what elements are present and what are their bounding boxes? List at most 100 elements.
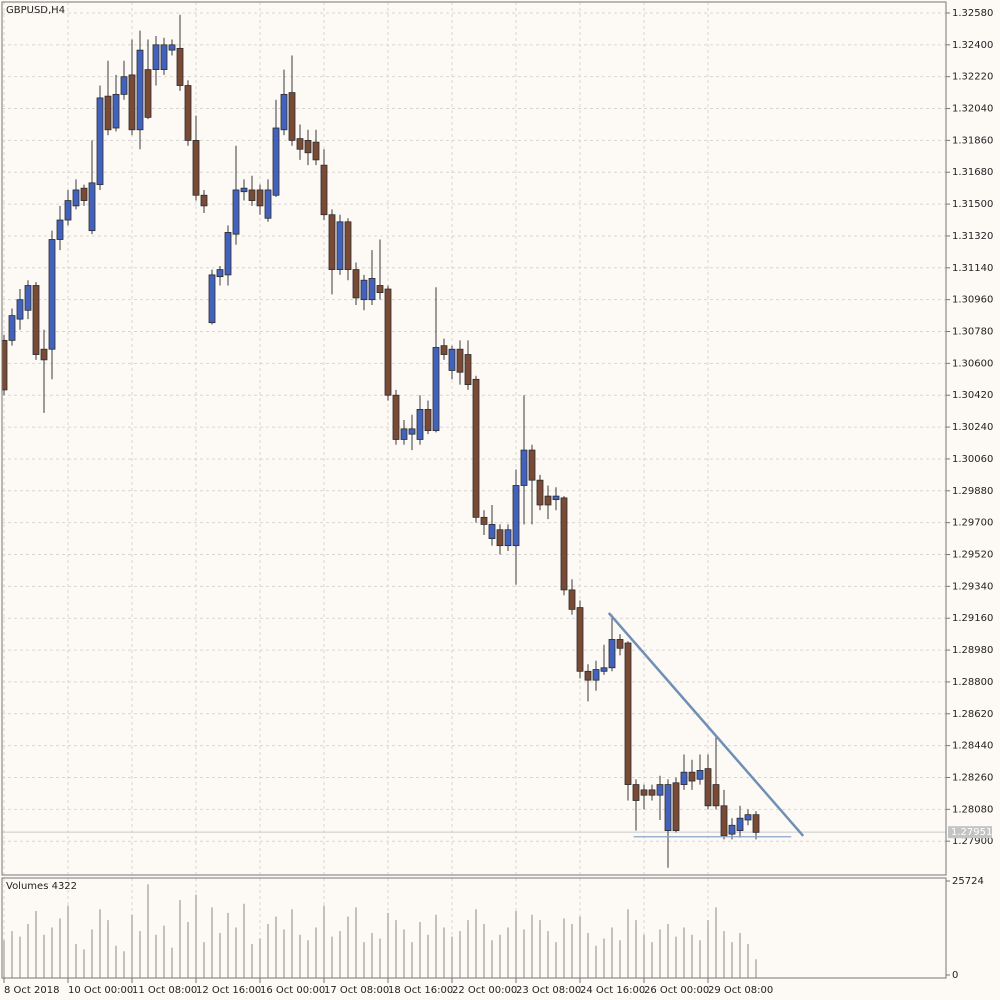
candle-body — [184, 85, 192, 141]
last-price-label: 1.27951 — [951, 827, 992, 838]
candle-body — [360, 279, 368, 301]
candle-body — [200, 194, 208, 207]
candle-body — [336, 221, 344, 270]
candle-body — [416, 408, 424, 440]
candle-body — [152, 44, 160, 71]
y-tick-label: 1.31680 — [952, 167, 993, 178]
candle-body — [672, 782, 680, 831]
y-tick-label: 1.28260 — [952, 772, 993, 783]
candle-body — [288, 92, 296, 141]
candle-body — [80, 187, 88, 201]
y-tick-label: 1.30960 — [952, 295, 993, 306]
candle-body — [688, 771, 696, 782]
candle-body — [384, 288, 392, 396]
x-tick-label: 29 Oct 08:00 — [708, 985, 773, 996]
candle-body — [160, 44, 168, 71]
candle-body — [464, 354, 472, 386]
candle-body — [720, 805, 728, 837]
y-tick-label: 1.30600 — [952, 358, 993, 369]
candle-body — [552, 495, 560, 501]
y-tick-label: 1.32400 — [952, 40, 993, 51]
candle-body — [320, 164, 328, 216]
candle-body — [472, 378, 480, 518]
y-tick-label: 1.29340 — [952, 581, 993, 592]
grid — [2, 2, 946, 978]
candle-body — [728, 824, 736, 835]
candle-body — [400, 428, 408, 440]
candle-body — [264, 189, 272, 219]
candle-body — [712, 784, 720, 807]
candle-body — [560, 497, 568, 591]
candle-body — [480, 516, 488, 525]
candle-body — [56, 219, 64, 240]
y-tick-label: 1.29520 — [952, 550, 993, 561]
candle-body — [352, 269, 360, 299]
candle-body — [704, 768, 712, 807]
candle-body — [696, 770, 704, 780]
x-tick-label: 24 Oct 16:00 — [580, 985, 645, 996]
candle-body — [528, 449, 536, 481]
y-tick-label: 1.32580 — [952, 8, 993, 19]
y-tick-label: 1.32040 — [952, 104, 993, 115]
candle-body — [608, 639, 616, 669]
candle-body — [680, 771, 688, 785]
y-tick-label: 1.31860 — [952, 135, 993, 146]
x-tick-label: 17 Oct 08:00 — [324, 985, 389, 996]
candle-body — [568, 589, 576, 610]
candle-body — [440, 345, 448, 355]
candle-body — [232, 189, 240, 235]
candle-body — [744, 814, 752, 821]
x-tick-label: 11 Oct 08:00 — [132, 985, 197, 996]
candle-body — [32, 285, 40, 355]
candle-body — [432, 347, 440, 432]
candle-body — [128, 74, 136, 131]
candle-body — [536, 479, 544, 506]
volume-panel — [3, 884, 757, 978]
candle-body — [592, 669, 600, 681]
candle-body — [576, 607, 584, 672]
candle-body — [168, 44, 176, 51]
x-tick-label: 8 Oct 2018 — [4, 985, 59, 996]
candle-body — [392, 394, 400, 440]
candle-body — [72, 189, 80, 207]
x-tick-label: 16 Oct 00:00 — [260, 985, 325, 996]
price-frame — [1, 1, 947, 876]
candle-body — [40, 348, 48, 361]
y-tick-label: 1.30060 — [952, 454, 993, 465]
last-price-box — [948, 826, 992, 839]
y-tick-label: 1.29880 — [952, 486, 993, 497]
y-tick-label: 1.30780 — [952, 327, 993, 338]
volume-frame — [1, 877, 947, 979]
candle-body — [24, 285, 32, 311]
candle-body — [648, 789, 656, 796]
candle-body — [192, 139, 200, 196]
candle-body — [368, 278, 376, 301]
candle-body — [2, 339, 8, 391]
volume-title: Volumes 4322 — [6, 881, 77, 892]
candle-body — [104, 95, 112, 131]
candle-body — [144, 69, 152, 118]
y-tick-label: 1.30420 — [952, 390, 993, 401]
candle-body — [424, 408, 432, 432]
candle-body — [88, 182, 96, 232]
candle-body — [408, 428, 416, 435]
candle-body — [216, 269, 224, 278]
y-tick-label: 1.32220 — [952, 72, 993, 83]
y-tick-label: 1.28440 — [952, 741, 993, 752]
y2-tick-label: 0 — [952, 970, 958, 981]
candle-body — [16, 299, 24, 320]
price-panel — [2, 14, 946, 868]
y-tick-label: 1.29700 — [952, 518, 993, 529]
candle-body — [328, 214, 336, 270]
x-tick-label: 12 Oct 16:00 — [196, 985, 261, 996]
y-tick-label: 1.31140 — [952, 263, 993, 274]
candle-body — [520, 449, 528, 486]
candle-body — [296, 138, 304, 150]
x-tick-label: 26 Oct 00:00 — [644, 985, 709, 996]
candle-body — [120, 76, 128, 95]
candle-body — [448, 348, 456, 371]
candle-body — [488, 524, 496, 539]
